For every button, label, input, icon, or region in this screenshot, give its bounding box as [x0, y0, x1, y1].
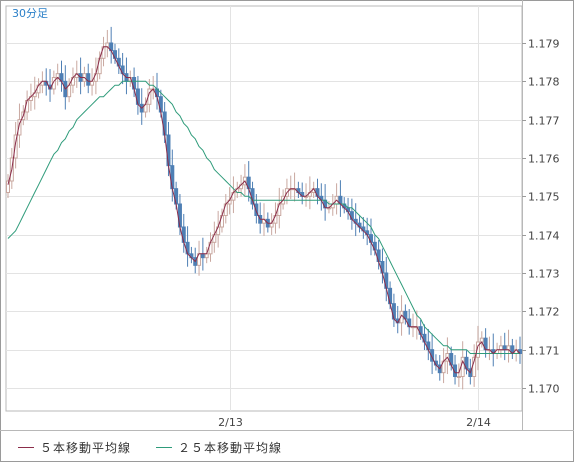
legend-item-ma25: ２５本移動平均線	[156, 438, 282, 456]
candle-down	[200, 253, 205, 259]
candle-down	[502, 345, 507, 351]
candle-down	[254, 203, 259, 216]
x-tick-label: 2/14	[466, 416, 491, 429]
candle-up	[90, 80, 95, 86]
candle-up	[506, 345, 511, 351]
ma25-line	[7, 80, 520, 354]
candle-up	[204, 253, 209, 259]
candle-up	[475, 341, 480, 358]
candle-up	[456, 376, 461, 378]
y-tick-label: 1.171	[528, 345, 560, 358]
y-tick-label: 1.176	[528, 153, 560, 166]
ma5-line	[7, 46, 521, 374]
candle-up	[6, 180, 10, 193]
legend-swatch-ma5	[18, 446, 34, 448]
legend-label-ma25: ２５本移動平均線	[178, 440, 283, 455]
candle-up	[13, 134, 18, 159]
legend-label-ma5: ５本移動平均線	[40, 440, 132, 455]
y-tick-label: 1.175	[528, 191, 560, 204]
candle-up	[105, 42, 110, 48]
timeframe-label: 30分足	[12, 7, 48, 20]
candle-up	[498, 345, 503, 351]
y-tick-label: 1.174	[528, 230, 560, 243]
legend-item-ma5: ５本移動平均線	[18, 438, 131, 456]
y-tick-label: 1.170	[528, 383, 560, 396]
y-tick-label: 1.179	[528, 38, 560, 51]
y-tick-label: 1.177	[528, 115, 560, 128]
legend-swatch-ma25	[156, 446, 172, 448]
x-tick-label: 2/13	[218, 416, 243, 429]
candle-down	[162, 111, 167, 136]
y-tick-label: 1.173	[528, 268, 560, 281]
candle-down	[86, 73, 91, 86]
candle-up	[51, 77, 56, 90]
candle-up	[269, 222, 274, 228]
candle-up	[17, 119, 22, 136]
y-tick-label: 1.172	[528, 306, 560, 319]
y-tick-label: 1.178	[528, 76, 560, 89]
